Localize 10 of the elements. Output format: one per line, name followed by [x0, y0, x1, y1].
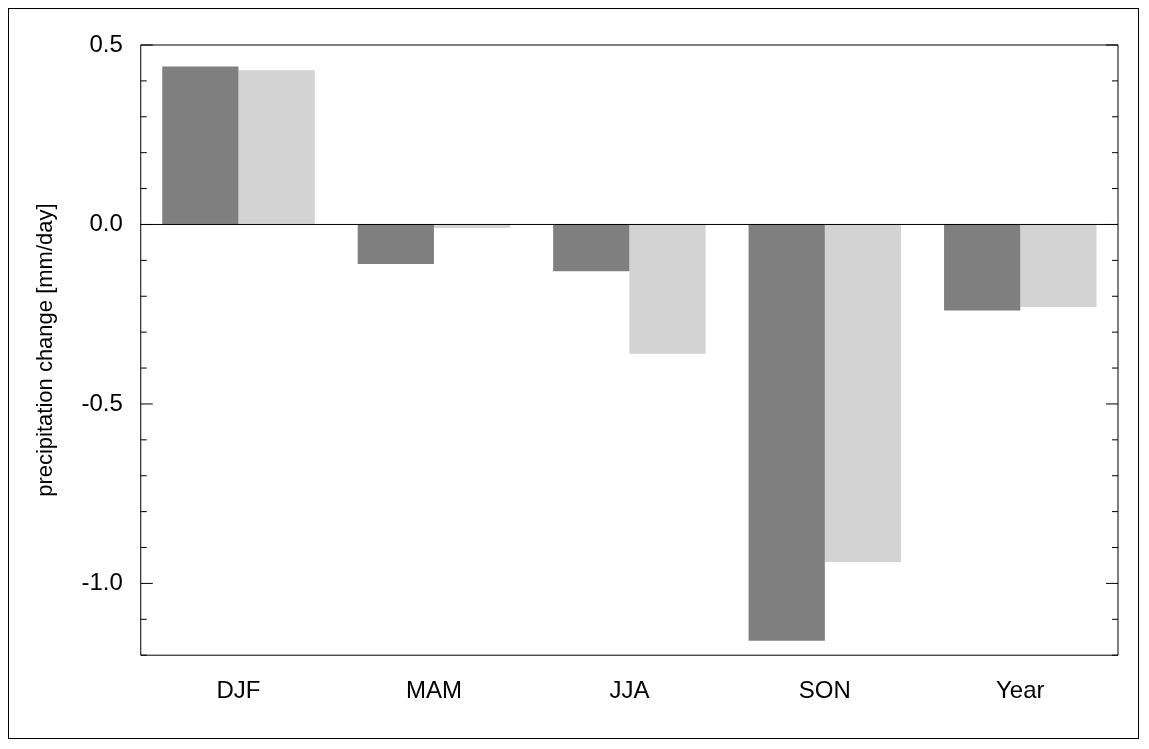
x-tick-label: MAM	[405, 676, 462, 704]
y-tick-label: -0.5	[81, 388, 123, 416]
x-tick-label: JJA	[609, 676, 650, 704]
x-tick-label: DJF	[216, 676, 261, 704]
y-axis-title: precipitation change [mm/day]	[32, 203, 58, 497]
y-tick-label: -1.0	[81, 568, 123, 596]
y-tick-label: 0.0	[89, 209, 123, 237]
x-tick-label: SON	[798, 676, 851, 704]
x-tick-label: Year	[996, 676, 1045, 704]
y-tick-label: 0.5	[89, 29, 123, 57]
